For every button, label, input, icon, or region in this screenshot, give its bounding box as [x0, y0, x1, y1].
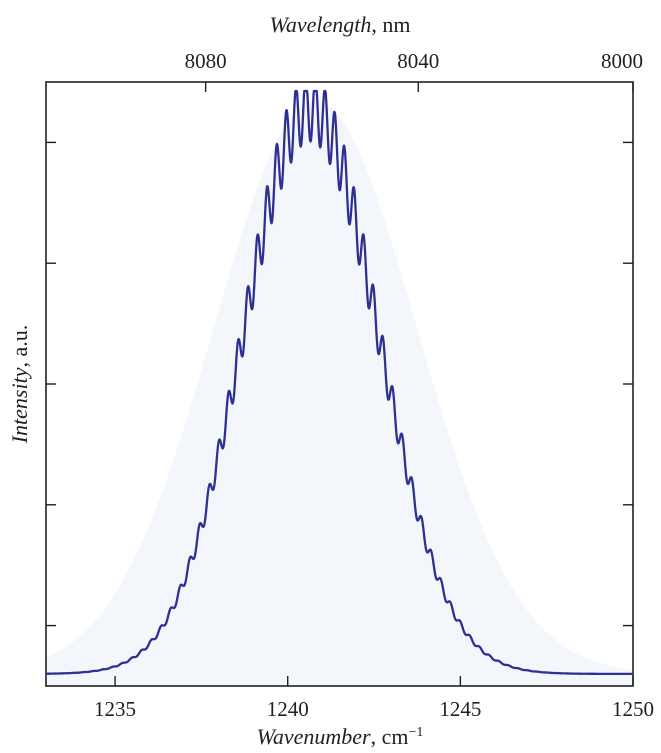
x-tick-label: 1240	[267, 697, 309, 721]
top-axis-title: Wavelength, nm	[270, 12, 411, 37]
x-tick-label: 1250	[612, 697, 654, 721]
y-axis-title: Intensity, a.u.	[7, 325, 32, 445]
spectrum-line	[45, 89, 634, 676]
top-tick-label: 8040	[397, 49, 439, 73]
x-tick-label: 1245	[439, 697, 481, 721]
x-tick-label: 1235	[94, 697, 136, 721]
envelope-shade	[46, 100, 633, 687]
top-tick-label: 8000	[601, 49, 643, 73]
shaded-envelope	[46, 100, 633, 687]
top-x-axis: 8080 8040 8000	[185, 49, 643, 92]
bottom-x-axis: 1235 1240 1245 1250	[94, 676, 654, 721]
y-axis	[46, 141, 633, 627]
x-axis-title: Wavenumber, cm−1	[257, 724, 424, 749]
top-tick-label: 8080	[185, 49, 227, 73]
